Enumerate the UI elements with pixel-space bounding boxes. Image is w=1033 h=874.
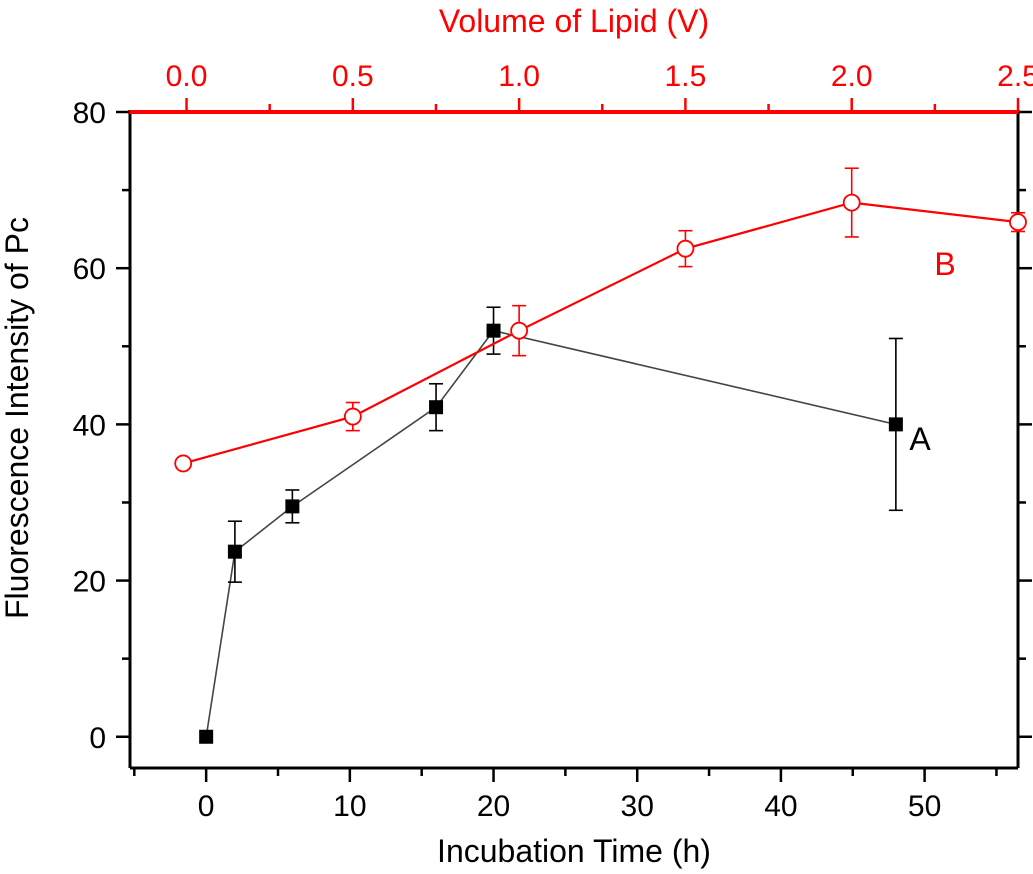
x-tick-label: 20	[477, 790, 510, 823]
x2-tick-label: 2.5	[997, 60, 1033, 93]
point-a	[888, 417, 903, 432]
x2-tick-label: 0.5	[332, 60, 374, 93]
x-tick-label: 10	[333, 790, 366, 823]
y-axis-title: Fluorescence Intensity of Pc	[0, 217, 35, 619]
y-tick-label: 20	[73, 566, 106, 599]
x-tick-label: 0	[198, 790, 215, 823]
point-a	[199, 729, 214, 744]
point-a	[486, 323, 501, 338]
x-tick-label: 40	[764, 790, 797, 823]
point-a	[227, 544, 242, 559]
y-tick-label: 60	[73, 253, 106, 286]
series-layer	[174, 167, 1027, 744]
point-b	[1009, 213, 1027, 232]
x2-tick-label: 0.0	[166, 60, 208, 93]
series-label-a: A	[909, 421, 931, 457]
x-tick-label: 30	[621, 790, 654, 823]
x2-tick-label: 1.0	[498, 60, 540, 93]
y-tick-label: 40	[73, 409, 106, 442]
point-b	[842, 193, 861, 212]
point-b	[510, 321, 529, 340]
x2-axis-title: Volume of Lipid (V)	[439, 3, 709, 39]
series-label-b: B	[934, 246, 955, 282]
x2-tick-label: 1.5	[665, 60, 707, 93]
point-a	[429, 400, 444, 415]
x-tick-label: 50	[908, 790, 941, 823]
x-axis-title: Incubation Time (h)	[437, 833, 711, 869]
point-b	[676, 239, 695, 258]
y-tick-label: 80	[73, 97, 106, 130]
point-b	[343, 407, 362, 426]
series-line-a	[205, 329, 897, 737]
x2-tick-label: 2.0	[831, 60, 873, 93]
point-a	[285, 499, 300, 514]
axes-layer: 0 10 20 30 40 50 0 20 40 60 80 0.0 0.5 1.0 1.5 2.0 2.5	[73, 60, 1033, 823]
series-line-b	[182, 201, 1019, 465]
y-tick-label: 0	[89, 722, 106, 755]
point-b	[174, 454, 193, 473]
